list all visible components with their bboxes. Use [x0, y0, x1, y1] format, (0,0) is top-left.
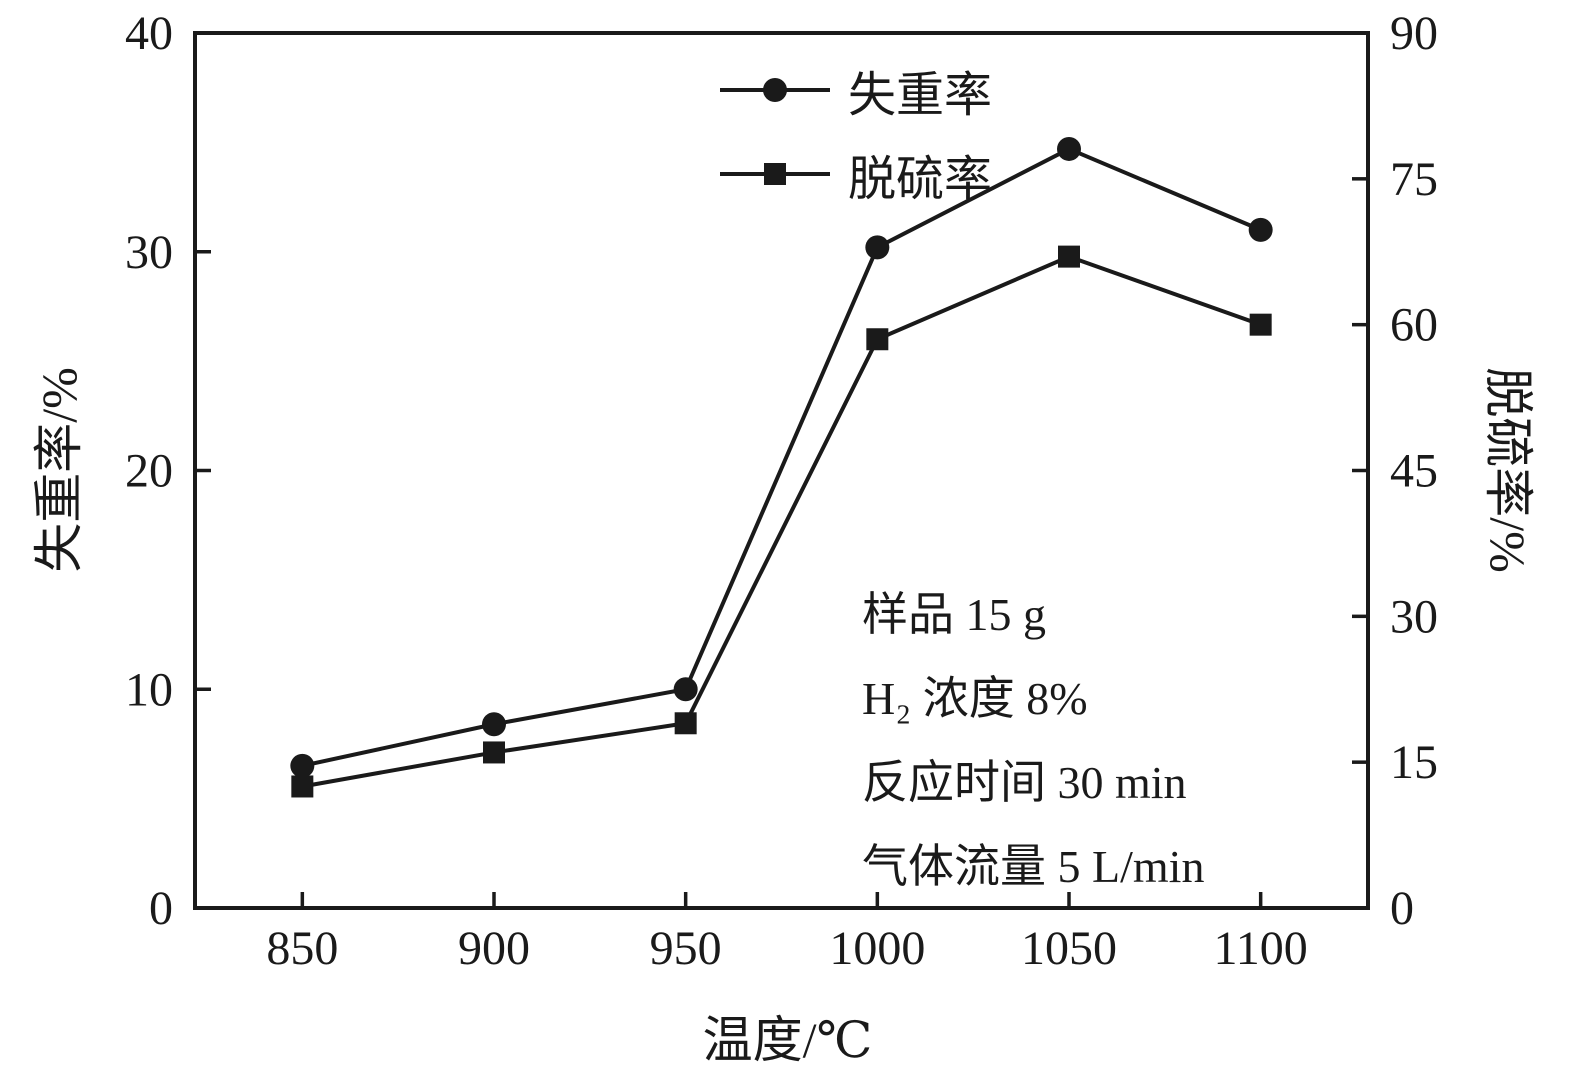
x-tick-label: 950	[650, 922, 722, 975]
y-right-tick-label: 90	[1390, 7, 1438, 60]
y-right-tick-label: 45	[1390, 445, 1438, 498]
data-point-square	[1249, 313, 1272, 336]
data-point-circle	[1057, 136, 1081, 161]
circle-marker-icon	[720, 78, 830, 102]
y-right-tick-label: 30	[1390, 590, 1438, 643]
data-point-square	[291, 775, 314, 798]
data-point-circle	[482, 712, 506, 737]
y-right-tick-label: 15	[1390, 736, 1438, 789]
x-axis-label: 温度/℃	[702, 1012, 873, 1068]
experiment-conditions: 样品 15 g H₂ 浓度 8% 反应时间 30 min 气体流量 5 L/mi…	[862, 578, 1204, 896]
legend-item-desulfurization: 脱硫率	[720, 139, 992, 209]
y-right-tick-label: 0	[1390, 882, 1414, 935]
y-right-tick-label: 75	[1390, 153, 1438, 206]
annotation-h2-concentration: H₂ 浓度 8%	[862, 673, 1088, 724]
data-point-square	[483, 741, 505, 764]
y-left-tick-label: 40	[125, 7, 173, 60]
y-axis-label-right: 脱硫率/%	[1480, 367, 1536, 573]
y-axis-label-left: 失重率/%	[31, 367, 87, 573]
annotation-gas-flow: 气体流量 5 L/min	[862, 841, 1205, 892]
y-left-tick-label: 0	[149, 882, 173, 935]
data-point-square	[1058, 245, 1080, 268]
y-left-tick-label: 10	[125, 663, 173, 716]
series-line-circle	[301, 146, 1262, 768]
series-line-square	[301, 254, 1262, 789]
data-point-circle	[865, 235, 890, 260]
square-marker-icon	[720, 163, 830, 185]
data-point-circle	[290, 753, 315, 778]
legend-label-desulfurization: 脱硫率	[848, 153, 993, 206]
legend-label-weight-loss: 失重率	[848, 69, 993, 122]
x-tick-label: 1000	[829, 922, 925, 975]
data-point-square	[866, 328, 889, 351]
y-left-tick-label: 30	[125, 226, 173, 279]
y-right-tick-label: 60	[1390, 299, 1438, 352]
annotation-sample: 样品 15 g	[862, 589, 1046, 640]
x-tick-label: 900	[458, 922, 530, 975]
legend-item-weight-loss: 失重率	[720, 55, 992, 125]
data-point-square	[674, 712, 697, 735]
data-point-circle	[673, 677, 698, 702]
annotation-reaction-time: 反应时间 30 min	[862, 757, 1187, 808]
chart-legend: 失重率 脱硫率	[720, 55, 992, 209]
x-tick-label: 1100	[1214, 922, 1308, 975]
x-tick-label: 850	[266, 922, 338, 975]
data-point-circle	[1248, 217, 1273, 242]
x-tick-label: 1050	[1021, 922, 1117, 975]
y-left-tick-label: 20	[125, 445, 173, 498]
